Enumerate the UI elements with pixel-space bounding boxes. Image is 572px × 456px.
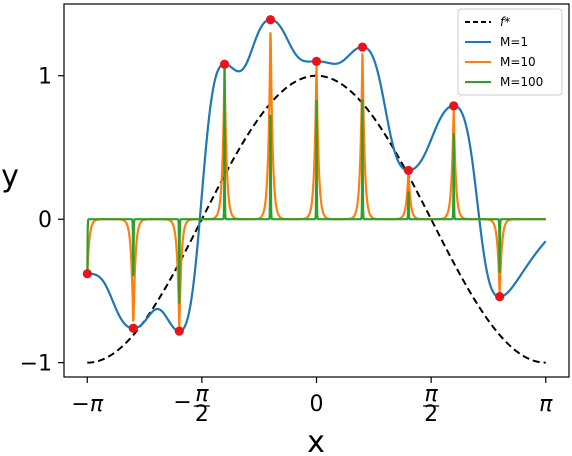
x-tick-label-sign: − — [173, 390, 191, 415]
x-axis-label: x — [307, 425, 325, 456]
legend-label: M=100 — [500, 75, 543, 89]
axes: −π − π2 0 π2 π−101 — [20, 3, 570, 427]
x-tick-label: π2 — [423, 382, 440, 427]
legend: f* M=1 M=10 M=100 — [457, 8, 563, 96]
x-tick-label: 0 — [310, 392, 324, 417]
x-tick-label: π — [539, 392, 553, 417]
x-tick-label: −π — [71, 392, 103, 417]
data-point — [128, 323, 138, 333]
legend-label: M=10 — [500, 55, 536, 69]
y-tick-label: 0 — [38, 208, 52, 233]
x-tick-label-numerator: π — [425, 382, 439, 407]
x-tick-label-denominator: 2 — [424, 402, 438, 427]
x-tick-label-numerator: π — [195, 382, 209, 407]
legend-label: M=1 — [500, 35, 528, 49]
legend-box — [457, 8, 563, 96]
x-tick-label-denominator: 2 — [195, 402, 209, 427]
data-point — [219, 59, 230, 69]
y-axis-label: y — [1, 159, 19, 194]
data-point — [265, 15, 276, 25]
y-tick-label: 1 — [38, 65, 52, 90]
x-tick-label: − π2 — [173, 382, 210, 427]
plot-area — [82, 15, 547, 364]
data-point — [495, 292, 505, 302]
data-point — [449, 101, 459, 111]
data-point — [357, 42, 368, 52]
y-tick-label: −1 — [20, 352, 52, 377]
data-point — [311, 56, 322, 66]
data-point — [174, 326, 184, 336]
legend-label: f* — [500, 15, 510, 29]
data-point — [403, 165, 414, 176]
series-line-m-100 — [86, 64, 546, 304]
data-point — [82, 269, 92, 279]
